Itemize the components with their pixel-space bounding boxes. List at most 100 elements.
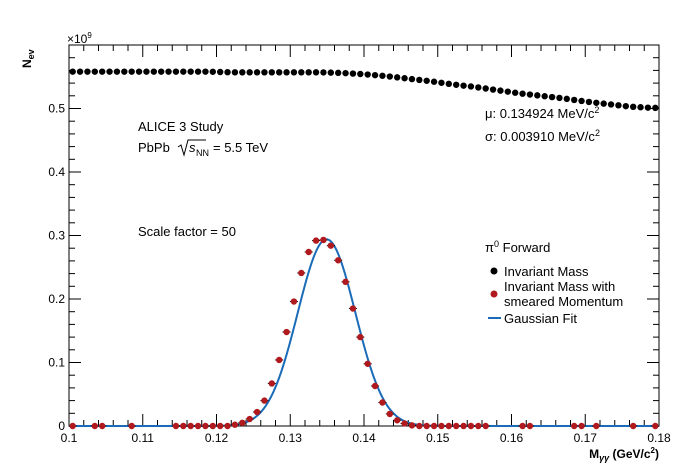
- smeared-point: [216, 422, 224, 430]
- invariant-mass-point: [467, 83, 475, 90]
- invariant-mass-point: [519, 90, 526, 97]
- smeared-point: [430, 422, 438, 430]
- smeared-point: [526, 422, 534, 430]
- mu-label: μ: 0.134924 MeV/c2: [485, 105, 599, 121]
- svg-text:PbPb: PbPb: [138, 140, 170, 155]
- invariant-mass-point: [393, 74, 401, 81]
- legend: π0 Forward Invariant Mass Invariant Mass…: [485, 239, 623, 326]
- smeared-point: [578, 422, 585, 430]
- invariant-mass-point: [475, 84, 482, 91]
- invariant-mass-point: [224, 68, 231, 76]
- smeared-point: [393, 417, 401, 424]
- invariant-mass-point: [150, 68, 158, 75]
- invariant-mass-point: [180, 68, 187, 75]
- invariant-mass-point: [445, 80, 453, 88]
- smeared-point: [357, 333, 364, 341]
- smeared-point: [187, 422, 194, 430]
- smeared-point: [593, 422, 600, 430]
- invariant-mass-point: [246, 69, 253, 76]
- y-tick-labels: 0 0.1 0.2 0.3 0.4 0.5: [48, 102, 65, 434]
- x-tick-label: 0.1: [61, 431, 78, 445]
- smeared-point: [275, 356, 283, 364]
- invariant-mass-point: [489, 86, 497, 93]
- y-tick-label: 0.5: [48, 102, 65, 116]
- smeared-point: [98, 422, 106, 430]
- invariant-mass-point: [570, 96, 578, 104]
- smeared-point: [128, 422, 135, 430]
- study-label: ALICE 3 Study: [138, 119, 224, 134]
- legend-header: π0 Forward: [485, 239, 550, 255]
- smeared-point: [371, 382, 379, 390]
- invariant-mass-point: [209, 68, 217, 75]
- invariant-mass-point: [128, 68, 135, 75]
- invariant-mass-point: [460, 82, 467, 89]
- invariant-mass-point: [187, 68, 194, 75]
- invariant-mass-point: [194, 68, 202, 75]
- legend-marker-smeared: [490, 290, 498, 298]
- invariant-mass-point: [578, 97, 585, 105]
- smeared-point: [438, 422, 445, 430]
- smeared-point: [231, 421, 239, 428]
- svg-text:s: s: [189, 140, 196, 155]
- x-tick-labels: 0.1 0.11 0.12 0.13 0.14 0.15 0.16 0.17 0.18: [61, 431, 671, 445]
- smeared-point: [452, 422, 460, 430]
- smeared-point: [224, 422, 231, 430]
- invariant-mass-point: [253, 69, 261, 76]
- x-tick-label: 0.16: [500, 431, 524, 445]
- x-tick-label: 0.15: [426, 431, 450, 445]
- invariant-mass-point: [275, 69, 283, 76]
- legend-marker-invariant-mass: [490, 267, 498, 275]
- invariant-mass-point: [600, 100, 607, 107]
- series-invariant-mass: [69, 68, 659, 112]
- invariant-mass-point: [84, 68, 91, 75]
- invariant-mass-point: [113, 68, 121, 75]
- y-tick-label: 0: [58, 419, 65, 433]
- smeared-point: [401, 420, 408, 427]
- smeared-point: [268, 380, 276, 387]
- invariant-mass-point: [357, 70, 364, 78]
- smeared-point: [283, 328, 290, 336]
- invariant-mass-point: [283, 69, 290, 76]
- smeared-point: [386, 410, 394, 418]
- x-axis-label: Mγγ (GeV/c2): [589, 446, 659, 463]
- smeared-point: [298, 269, 305, 277]
- invariant-mass-point: [644, 104, 652, 111]
- invariant-mass-point: [69, 68, 76, 75]
- svg-text:NN: NN: [196, 148, 209, 158]
- x-tick-label: 0.18: [647, 431, 671, 445]
- invariant-mass-point: [497, 87, 504, 94]
- smeared-point: [416, 422, 423, 430]
- smeared-point: [209, 422, 217, 430]
- invariant-mass-point: [364, 71, 371, 78]
- smeared-point: [652, 422, 659, 430]
- smeared-point: [342, 278, 349, 286]
- smeared-point: [629, 422, 637, 430]
- invariant-mass-point: [629, 103, 637, 111]
- invariant-mass-point: [416, 76, 423, 84]
- smeared-point: [379, 399, 386, 406]
- x-tick-label: 0.12: [205, 431, 229, 445]
- invariant-mass-point: [91, 68, 99, 75]
- invariant-mass-point: [172, 68, 180, 75]
- invariant-mass-point: [231, 69, 239, 76]
- invariant-mass-point: [556, 94, 563, 102]
- invariant-mass-point: [298, 69, 305, 76]
- invariant-mass-point: [541, 93, 548, 100]
- smeared-point: [460, 422, 467, 430]
- smeared-point: [91, 422, 99, 430]
- sigma-label: σ: 0.003910 MeV/c2: [485, 128, 600, 144]
- legend-label-smeared-2: smeared Momentum: [504, 294, 623, 309]
- smeared-point: [519, 422, 526, 430]
- y-multiplier: ×109: [67, 31, 92, 46]
- smeared-point: [570, 422, 578, 430]
- invariant-mass-point: [239, 69, 246, 76]
- invariant-mass-point: [202, 68, 209, 75]
- invariant-mass-point: [305, 69, 312, 76]
- invariant-mass-point: [438, 79, 445, 86]
- x-tick-label: 0.13: [279, 431, 303, 445]
- invariant-mass-point: [371, 71, 379, 79]
- y-tick-label: 0.3: [48, 229, 65, 243]
- smeared-point: [334, 257, 342, 264]
- invariant-mass-point: [143, 68, 150, 75]
- invariant-mass-point: [615, 102, 622, 109]
